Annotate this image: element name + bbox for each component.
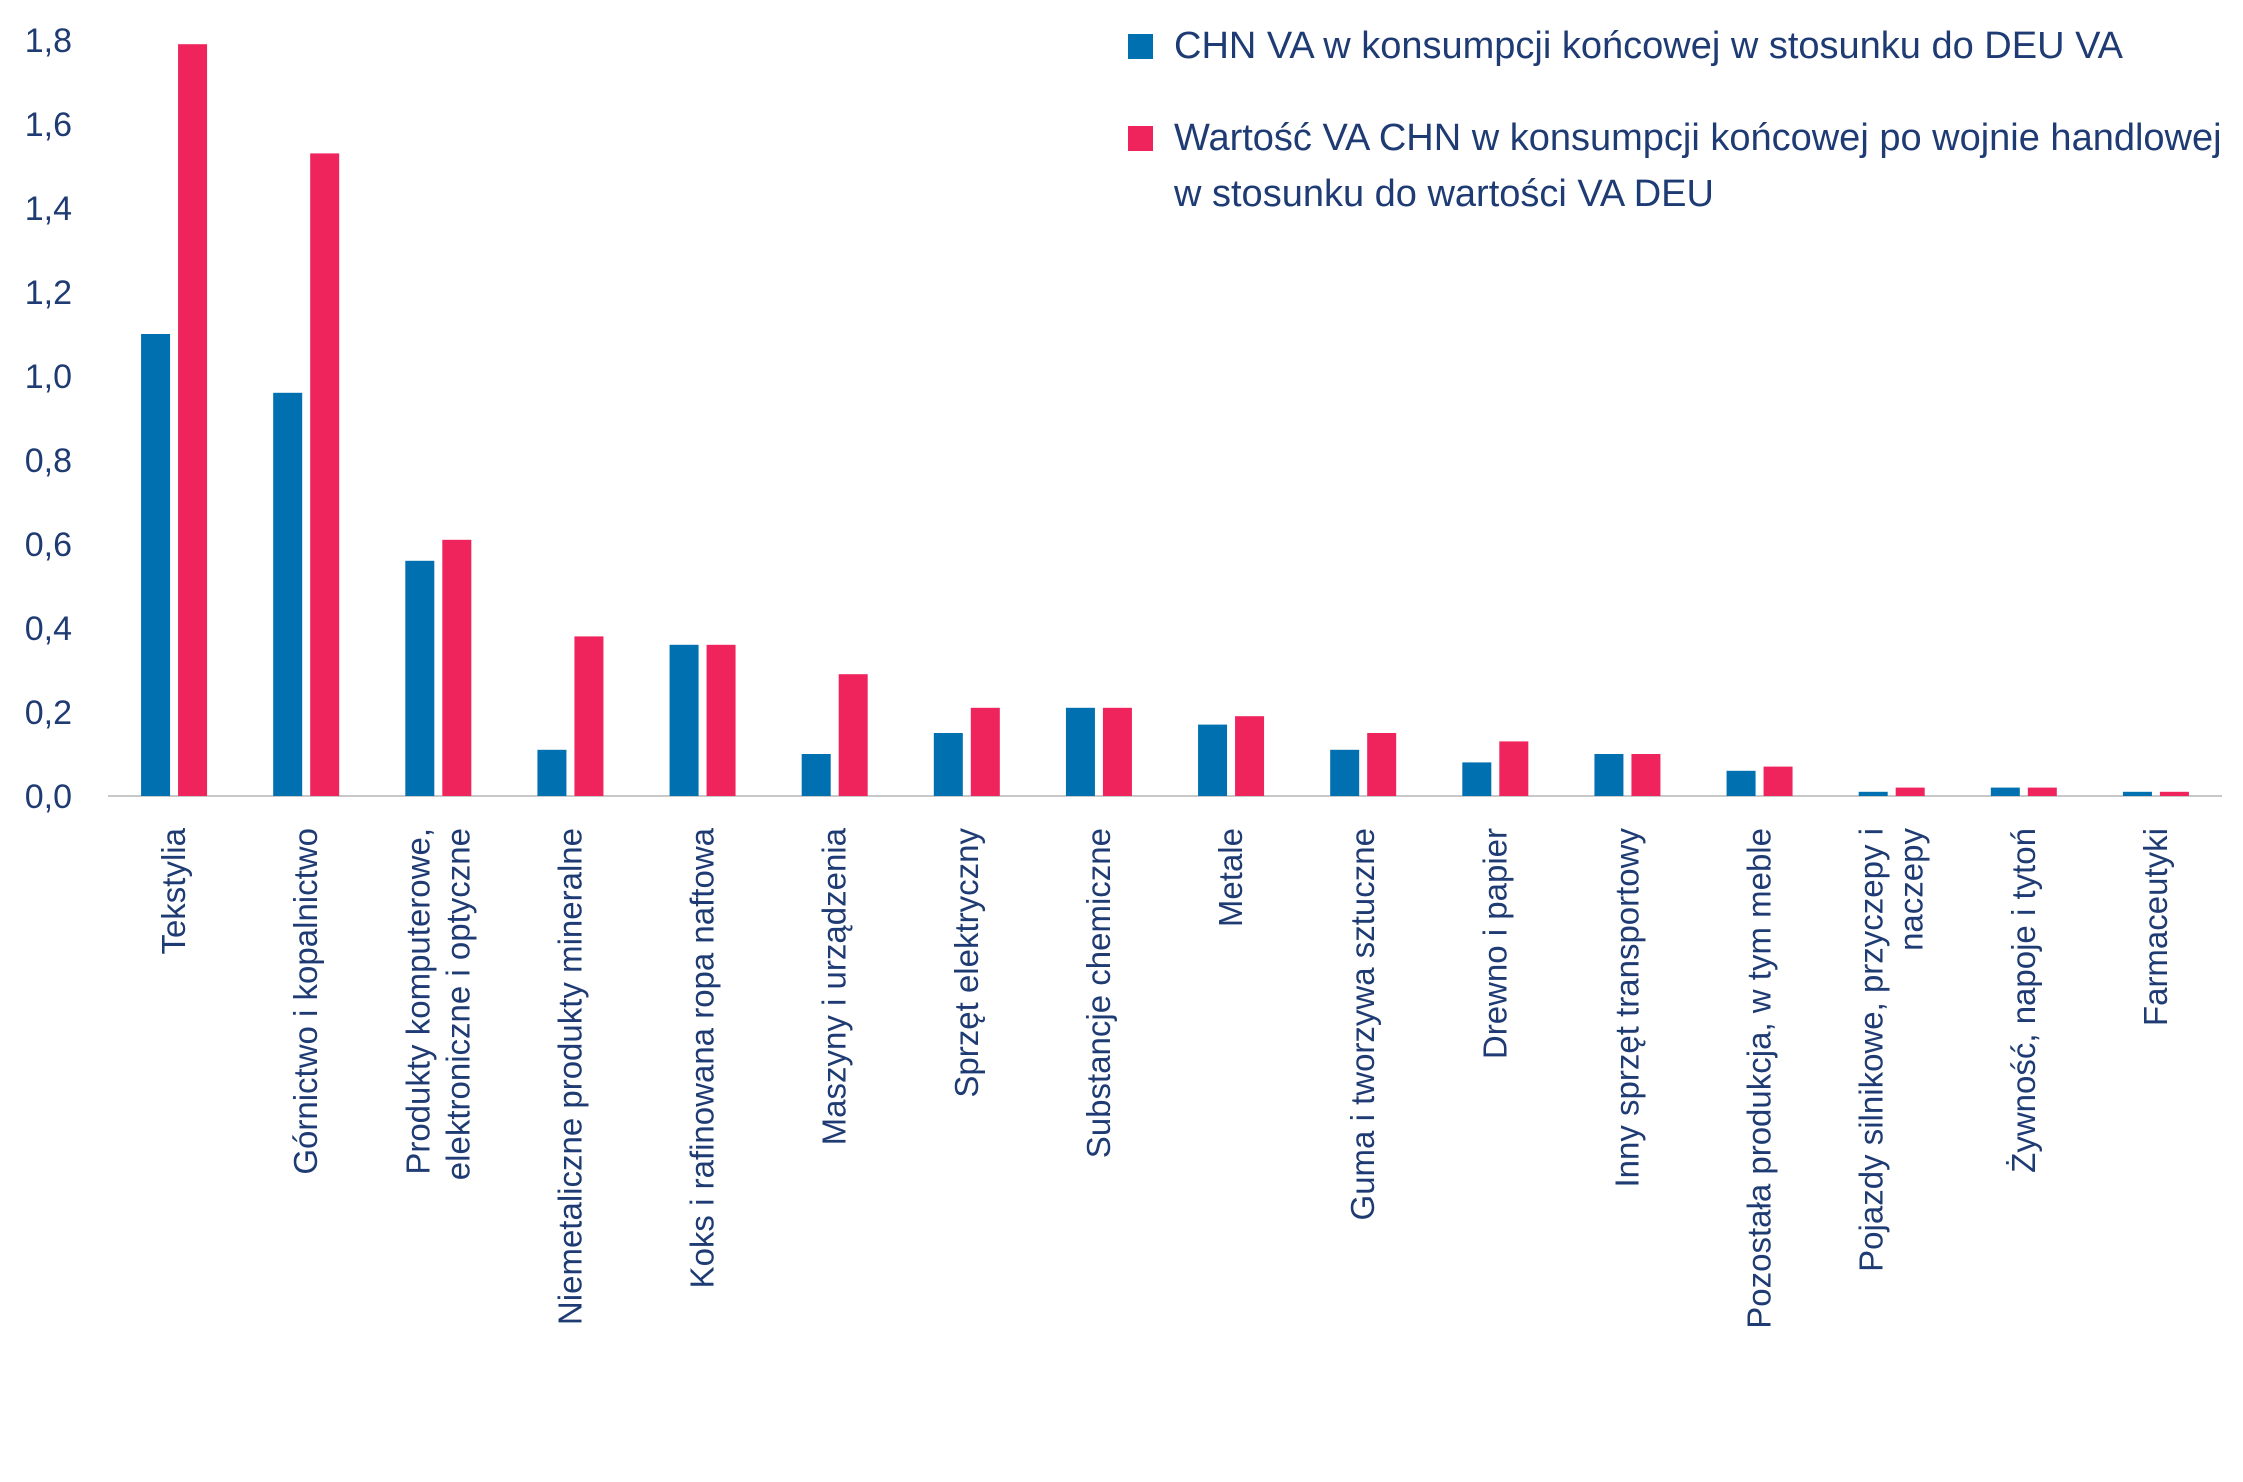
x-category-label: Guma i tworzywa sztuczne <box>1344 828 1381 1220</box>
bar-chn-va <box>669 644 699 796</box>
bar-chn-va-after-trade-war <box>2027 787 2057 796</box>
bar-chn-va-after-trade-war <box>1763 766 1793 796</box>
bar-chn-va <box>801 754 831 796</box>
x-category-label: Farmaceutyki <box>2137 828 2174 1026</box>
y-tick-label: 0,4 <box>25 610 72 648</box>
bar-chn-va-after-trade-war <box>178 44 208 796</box>
bar-chn-va <box>1990 787 2020 796</box>
legend-item-after-trade-war: Wartość VA CHN w konsumpcji końcowej po … <box>1128 110 2228 222</box>
y-tick-label: 1,4 <box>25 190 72 228</box>
x-category-label: Żywność, napoje i tytoń <box>2005 828 2042 1173</box>
bar-chn-va-after-trade-war <box>2159 791 2189 796</box>
bar-chn-va <box>405 560 435 796</box>
y-tick-label: 1,2 <box>25 274 72 312</box>
legend-item-chn: CHN VA w konsumpcji końcowej w stosunku … <box>1128 18 2228 74</box>
legend-swatch-chn <box>1128 34 1153 59</box>
y-tick-label: 0,8 <box>25 442 72 480</box>
x-category-label: Inny sprzęt transportowy <box>1608 828 1645 1188</box>
x-category-label: Substancje chemiczne <box>1080 828 1117 1158</box>
x-category-label: Pozostała produkcja, w tym meble <box>1741 828 1778 1329</box>
bar-chn-va <box>1330 749 1360 796</box>
bar-chn-va <box>1462 762 1492 796</box>
y-tick-label: 0,0 <box>25 778 72 816</box>
y-tick-label: 1,8 <box>25 22 72 60</box>
bar-chn-va <box>273 392 303 796</box>
bar-chn-va-after-trade-war <box>1631 754 1661 796</box>
x-category-label: Maszyny i urządzenia <box>816 827 853 1145</box>
x-category-label: Metale <box>1212 828 1249 927</box>
legend: CHN VA w konsumpcji końcowej w stosunku … <box>1128 18 2228 258</box>
bar-chn-va <box>1726 770 1756 796</box>
y-tick-label: 1,6 <box>25 106 72 144</box>
x-category-label: Pojazdy silnikowe, przyczepy i <box>1853 828 1890 1272</box>
bar-chn-va-after-trade-war <box>1895 787 1925 796</box>
bar-chn-va-after-trade-war <box>1499 741 1529 796</box>
bar-chn-va-after-trade-war <box>310 153 340 796</box>
x-category-label: Sprzęt elektryczny <box>948 828 985 1098</box>
x-category-label: Drewno i papier <box>1476 828 1513 1059</box>
legend-label-after-trade-war: Wartość VA CHN w konsumpcji końcowej po … <box>1174 117 2222 215</box>
bar-chn-va <box>141 334 171 796</box>
bar-chn-va-after-trade-war <box>574 636 604 796</box>
x-category-label: Niemetaliczne produkty mineralne <box>551 828 588 1325</box>
bar-chn-va <box>2122 791 2152 796</box>
x-category-label: Tekstylia <box>155 827 192 954</box>
bar-chn-va <box>1858 791 1888 796</box>
y-tick-label: 1,0 <box>25 358 72 396</box>
legend-label-chn: CHN VA w konsumpcji końcowej w stosunku … <box>1174 25 2123 67</box>
bar-chn-va-after-trade-war <box>442 539 472 796</box>
x-category-label: Produkty komputerowe, <box>399 828 436 1175</box>
bar-chn-va-after-trade-war <box>706 644 736 796</box>
bar-chn-va <box>933 733 963 796</box>
x-category-label: Górnictwo i kopalnictwo <box>287 828 324 1175</box>
y-tick-label: 0,2 <box>25 694 72 732</box>
bar-chn-va-after-trade-war <box>1235 716 1265 796</box>
x-category-label: naczepy <box>1893 828 1930 951</box>
bar-chn-va <box>1065 707 1095 796</box>
bar-chn-va <box>1198 724 1228 796</box>
bar-chn-va-after-trade-war <box>1367 733 1397 796</box>
bar-chn-va <box>1594 754 1624 796</box>
x-category-label: Koks i rafinowana ropa naftowa <box>684 827 721 1288</box>
bar-chn-va <box>537 749 567 796</box>
x-category-label: elektroniczne i optyczne <box>439 828 476 1180</box>
bar-chn-va-after-trade-war <box>970 707 1000 796</box>
bar-chn-va-after-trade-war <box>1102 707 1132 796</box>
legend-swatch-after-trade-war <box>1128 126 1153 151</box>
y-tick-label: 0,6 <box>25 526 72 564</box>
bar-chn-va-after-trade-war <box>838 674 868 796</box>
